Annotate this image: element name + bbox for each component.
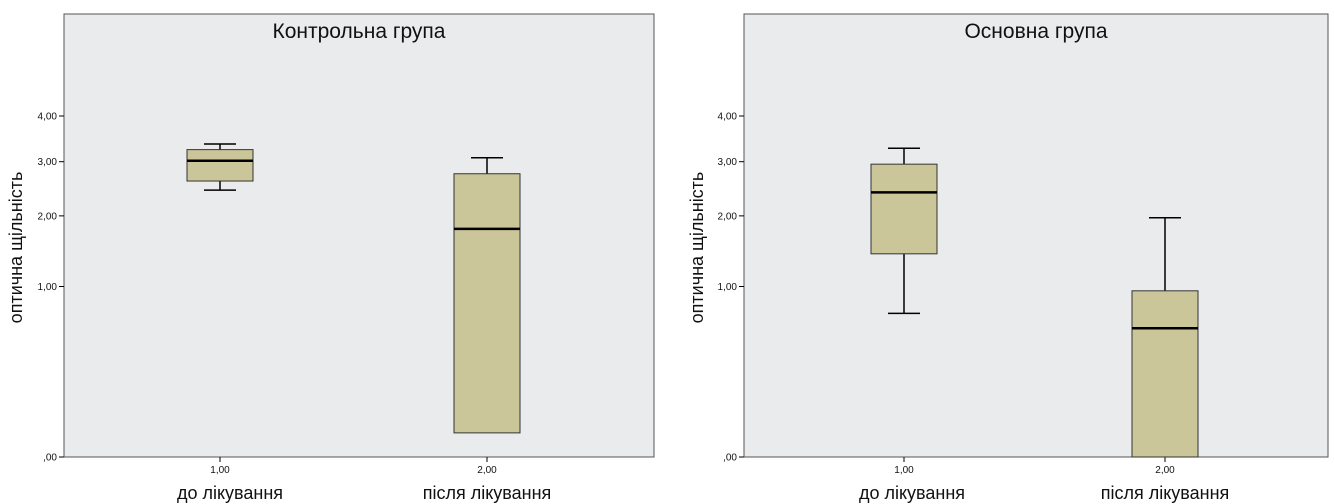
y-axis-label: оптична щільність (687, 172, 707, 324)
y-tick-label: 1,00 (38, 282, 58, 293)
x-tick-label: 1,00 (894, 465, 914, 476)
box-2 (1131, 216, 1199, 458)
x-tick-label: 1,00 (210, 465, 230, 476)
x-tick-label: 2,00 (1155, 465, 1175, 476)
category-label: до лікування (859, 483, 965, 503)
category-label: після лікування (1101, 483, 1230, 503)
y-tick-label: 2,00 (38, 211, 58, 222)
y-tick-label: ,00 (43, 453, 57, 464)
plot-area (743, 13, 1329, 458)
category-label: до лікування (177, 483, 283, 503)
plot-area (63, 13, 655, 458)
y-tick-label: 3,00 (38, 157, 58, 168)
y-axis-label: оптична щільність (6, 172, 26, 324)
y-tick-label: 3,00 (718, 157, 738, 168)
y-tick-label: ,00 (723, 453, 737, 464)
chart-title: Контрольна група (273, 20, 446, 43)
chart-title: Основна група (964, 20, 1107, 43)
iqr-box (186, 149, 254, 182)
category-label: після лікування (423, 483, 552, 503)
panel-1: Контрольна група оптична щільність ,00 1,00… (6, 13, 655, 503)
y-tick-label: 4,00 (38, 112, 58, 123)
y-tick-label: 2,00 (718, 211, 738, 222)
panel-2: Основна група оптична щільність ,00 1,00 2,0… (687, 13, 1329, 503)
box-2 (453, 157, 521, 434)
iqr-box (870, 163, 938, 255)
iqr-box (1131, 290, 1199, 458)
y-tick-label: 1,00 (718, 282, 738, 293)
x-tick-label: 2,00 (477, 465, 497, 476)
box-1 (186, 143, 254, 191)
y-tick-label: 4,00 (718, 112, 738, 123)
iqr-box (453, 173, 521, 434)
box-1 (870, 147, 938, 315)
